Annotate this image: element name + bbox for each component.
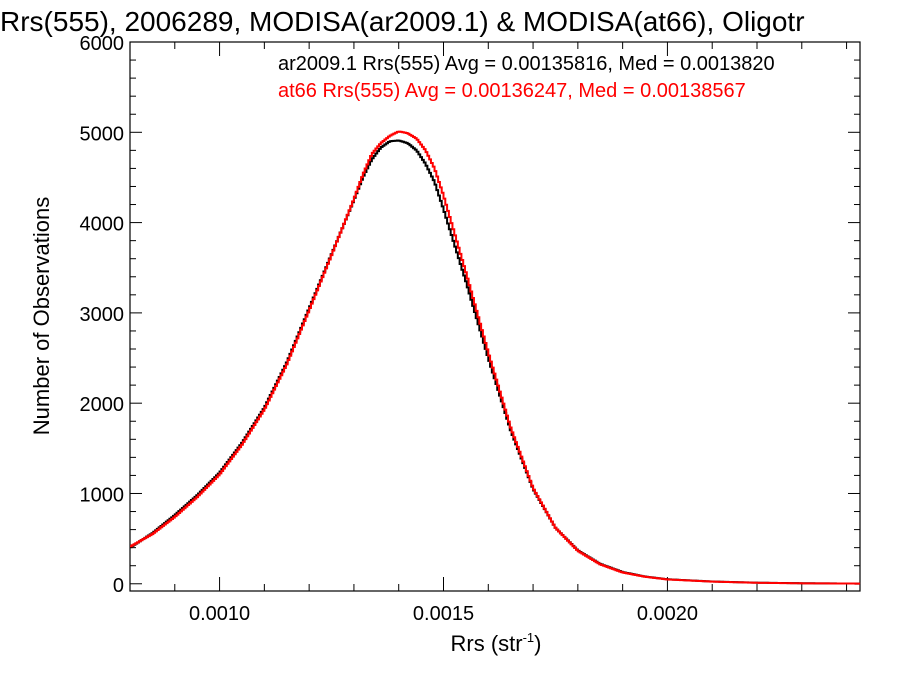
y-tick-label: 2000	[80, 394, 125, 416]
y-axis-label: Number of Observations	[29, 197, 54, 435]
chart-title: Rrs(555), 2006289, MODISA(ar2009.1) & MO…	[0, 6, 805, 37]
series-layer	[130, 130, 861, 585]
x-tick-label: 0.0010	[189, 603, 250, 625]
y-tick-label: 5000	[80, 123, 125, 145]
x-axis-label-close: )	[534, 631, 541, 656]
y-tick-label: 4000	[80, 214, 125, 236]
y-tick-label: 0	[113, 575, 124, 597]
legend-entry-at66: at66 Rrs(555) Avg = 0.00136247, Med = 0.…	[278, 80, 746, 102]
x-axis: 0.0010 0.0015 0.0020	[174, 42, 848, 625]
plot-frame	[129, 41, 861, 592]
x-tick-label: 0.0015	[413, 603, 474, 625]
y-tick-label: 3000	[80, 304, 125, 326]
x-axis-label-main: Rrs (str	[451, 631, 523, 656]
x-axis-label: Rrs (str-1)	[451, 630, 542, 656]
y-tick-label: 1000	[80, 484, 125, 506]
series-line-at66	[130, 130, 861, 585]
y-tick-label: 6000	[80, 33, 125, 55]
legend-entry-ar2009: ar2009.1 Rrs(555) Avg = 0.00135816, Med …	[278, 53, 775, 75]
x-tick-label: 0.0020	[637, 603, 698, 625]
x-axis-label-superscript: -1	[523, 630, 535, 645]
y-axis: 0 1000 2000 3000 4000 5000 6000	[80, 33, 860, 597]
series-line-ar2009.1	[130, 139, 861, 585]
